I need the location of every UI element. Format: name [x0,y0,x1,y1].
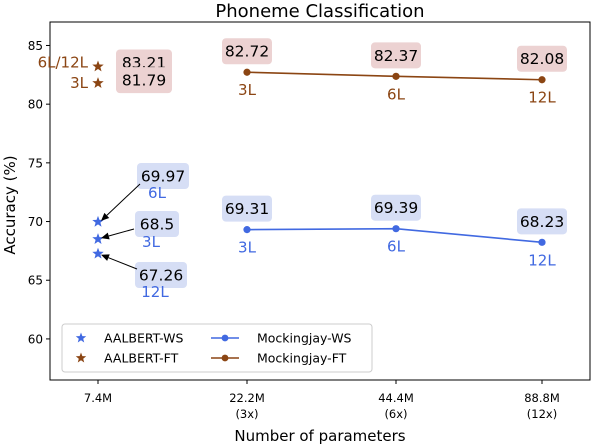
legend-circle-icon [221,354,229,362]
circle-marker [392,72,400,80]
legend-circle-icon [221,334,229,342]
value-label: 69.31 [225,200,269,218]
layer-label: 3L [70,74,89,92]
legend-star-icon [75,352,87,363]
legend-star-icon [75,332,87,343]
star-marker [92,247,104,259]
circle-marker [538,238,546,246]
value-label-box [517,208,567,235]
x-tick-label: 22.2M [229,391,265,405]
value-label: 67.26 [139,267,183,285]
value-label: 82.72 [225,43,269,61]
data-labels: 69.31 3L 69.39 6L 68.23 12L 82.72 3L 82.37 6L 82.0… [38,38,567,301]
circle-marker [392,225,400,233]
layer-label: 6L [387,238,406,256]
value-label-box [517,45,567,72]
y-axis: 60 65 70 75 80 85 [28,39,50,346]
y-tick-label: 85 [28,39,43,53]
annotation-arrow [108,257,138,270]
value-label-box [116,67,172,94]
annotation-arrowhead [101,212,110,221]
value-label-box [371,42,421,69]
legend-label: AALBERT-WS [104,331,184,346]
value-label: 82.08 [520,50,564,68]
annotation-arrowhead [101,232,110,240]
value-label-box [137,163,189,189]
legend: AALBERT-WS AALBERT-FT Mockingjay-WS Mocking… [61,323,373,373]
star-marker [92,60,104,72]
layer-label: 12L [141,283,169,301]
star-marker [92,77,104,89]
value-label-box [135,262,187,288]
layer-label: 6L [148,184,167,202]
x-tick-sublabel: (6x) [384,407,407,421]
circle-marker [243,226,251,234]
legend-label: Mockingjay-WS [257,331,352,346]
x-tick-sublabel: (3x) [235,407,258,421]
annotation-arrow [106,183,141,216]
value-label: 81.79 [122,72,166,90]
y-axis-label: Accuracy (%) [1,155,19,254]
value-label: 68.23 [520,213,564,231]
annotation-arrow [108,228,135,237]
circle-marker [243,68,251,76]
y-tick-label: 70 [28,215,43,229]
x-tick-label: 7.4M [84,391,112,405]
value-label: 68.5 [140,216,175,234]
star-marker [92,233,104,244]
x-axis-label: Number of parameters [234,427,405,444]
y-tick-label: 60 [28,332,43,346]
legend-box [61,323,373,373]
x-axis: 7.4M 22.2M (3x) 44.4M (6x) 88.8M (12x) [84,380,560,421]
value-label: 69.97 [141,168,185,186]
annotation-arrowhead [101,254,110,261]
y-tick-label: 65 [28,274,43,288]
legend-label: AALBERT-FT [104,351,179,366]
star-marker [92,215,104,227]
plot-area [49,21,591,381]
value-label: 69.39 [374,199,418,217]
x-tick-sublabel: (12x) [527,407,557,421]
y-tick-label: 75 [28,156,43,170]
value-label: 82.37 [374,47,418,65]
value-label-box [371,194,421,221]
layer-label: 12L [528,89,556,107]
value-label-box [222,38,272,65]
legend-label: Mockingjay-FT [257,351,347,366]
layer-label: 3L [238,239,257,257]
x-tick-label: 44.4M [378,391,414,405]
layer-label: 3L [142,233,161,251]
layer-label: 12L [528,251,556,269]
layer-label: 3L [238,81,257,99]
data-markers [92,60,546,259]
layer-label: 6L/12L [38,53,89,71]
y-tick-label: 80 [28,98,43,112]
chart-title: Phoneme Classification [215,1,424,22]
x-tick-label: 88.8M [524,391,560,405]
value-label-box [135,211,179,237]
layer-label: 6L [387,85,406,103]
value-label-box [222,195,272,222]
circle-marker [538,76,546,84]
